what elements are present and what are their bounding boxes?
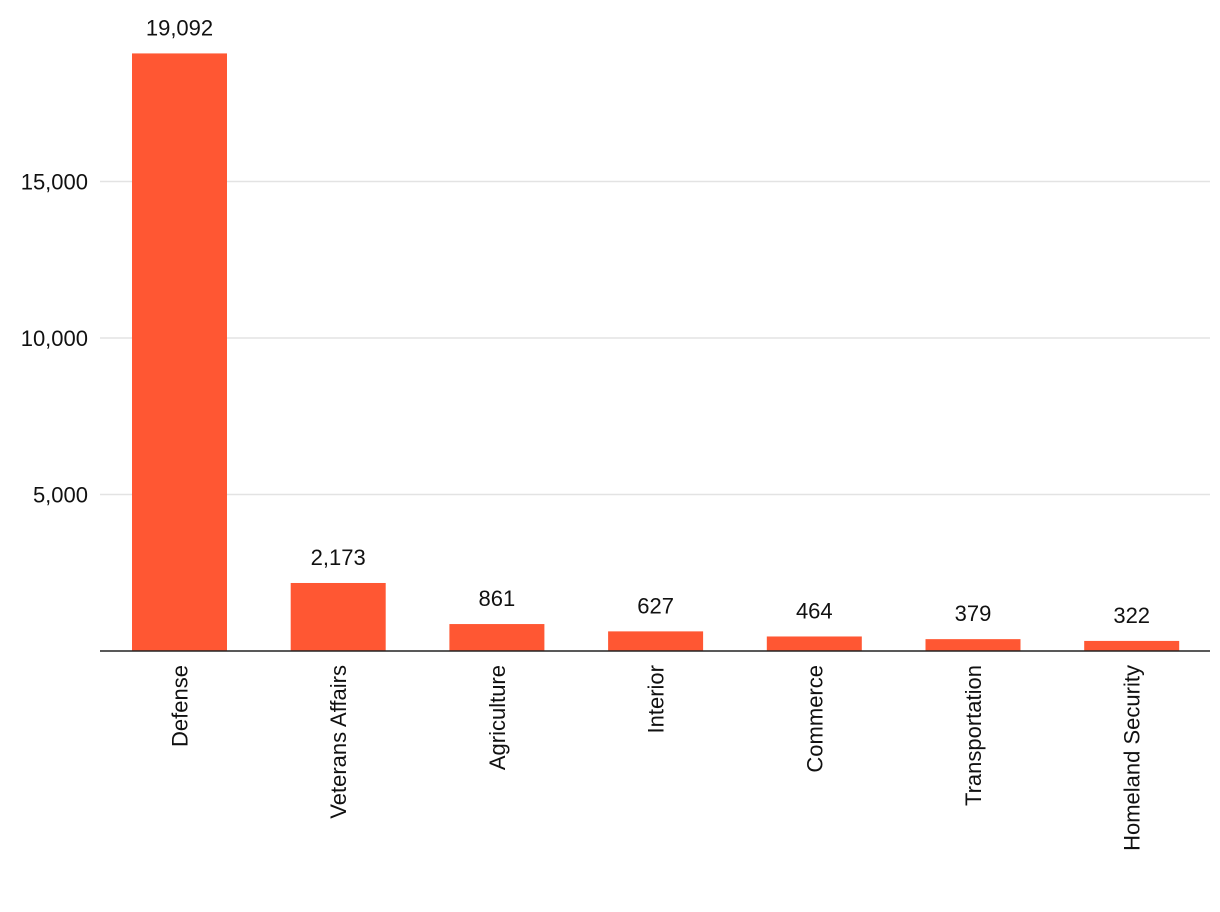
data-label: 861	[479, 586, 516, 611]
data-label: 2,173	[311, 545, 366, 570]
y-tick-label: 10,000	[21, 326, 88, 351]
data-label: 19,092	[146, 15, 213, 40]
bar	[608, 631, 704, 651]
data-label: 627	[637, 593, 674, 618]
category-labels: Defense Veterans Affairs Agriculture Interi…	[168, 665, 1145, 851]
bar	[1084, 640, 1180, 651]
bar	[290, 582, 386, 651]
x-tick-label: Veterans Affairs	[326, 665, 351, 819]
bar	[449, 624, 545, 651]
y-tick-label: 15,000	[21, 170, 88, 195]
bars	[132, 53, 1180, 651]
x-tick-label: Homeland Security	[1120, 665, 1145, 851]
x-tick-label: Agriculture	[485, 665, 510, 770]
x-tick-label: Commerce	[802, 665, 827, 773]
data-label: 464	[796, 598, 833, 623]
bar	[925, 639, 1021, 651]
bar	[766, 636, 862, 651]
gridlines	[100, 180, 1210, 496]
bar	[132, 53, 227, 651]
data-labels: 19,092 2,173 861 627 464 379 322	[146, 15, 1150, 628]
x-tick-label: Interior	[644, 665, 669, 733]
y-tick-label: 5,000	[33, 483, 88, 508]
x-tick-label: Transportation	[961, 665, 986, 806]
data-label: 322	[1113, 603, 1150, 628]
data-label: 379	[955, 601, 992, 626]
x-tick-label: Defense	[168, 665, 193, 747]
y-axis-ticks: 5,000 10,000 15,000	[21, 170, 88, 508]
